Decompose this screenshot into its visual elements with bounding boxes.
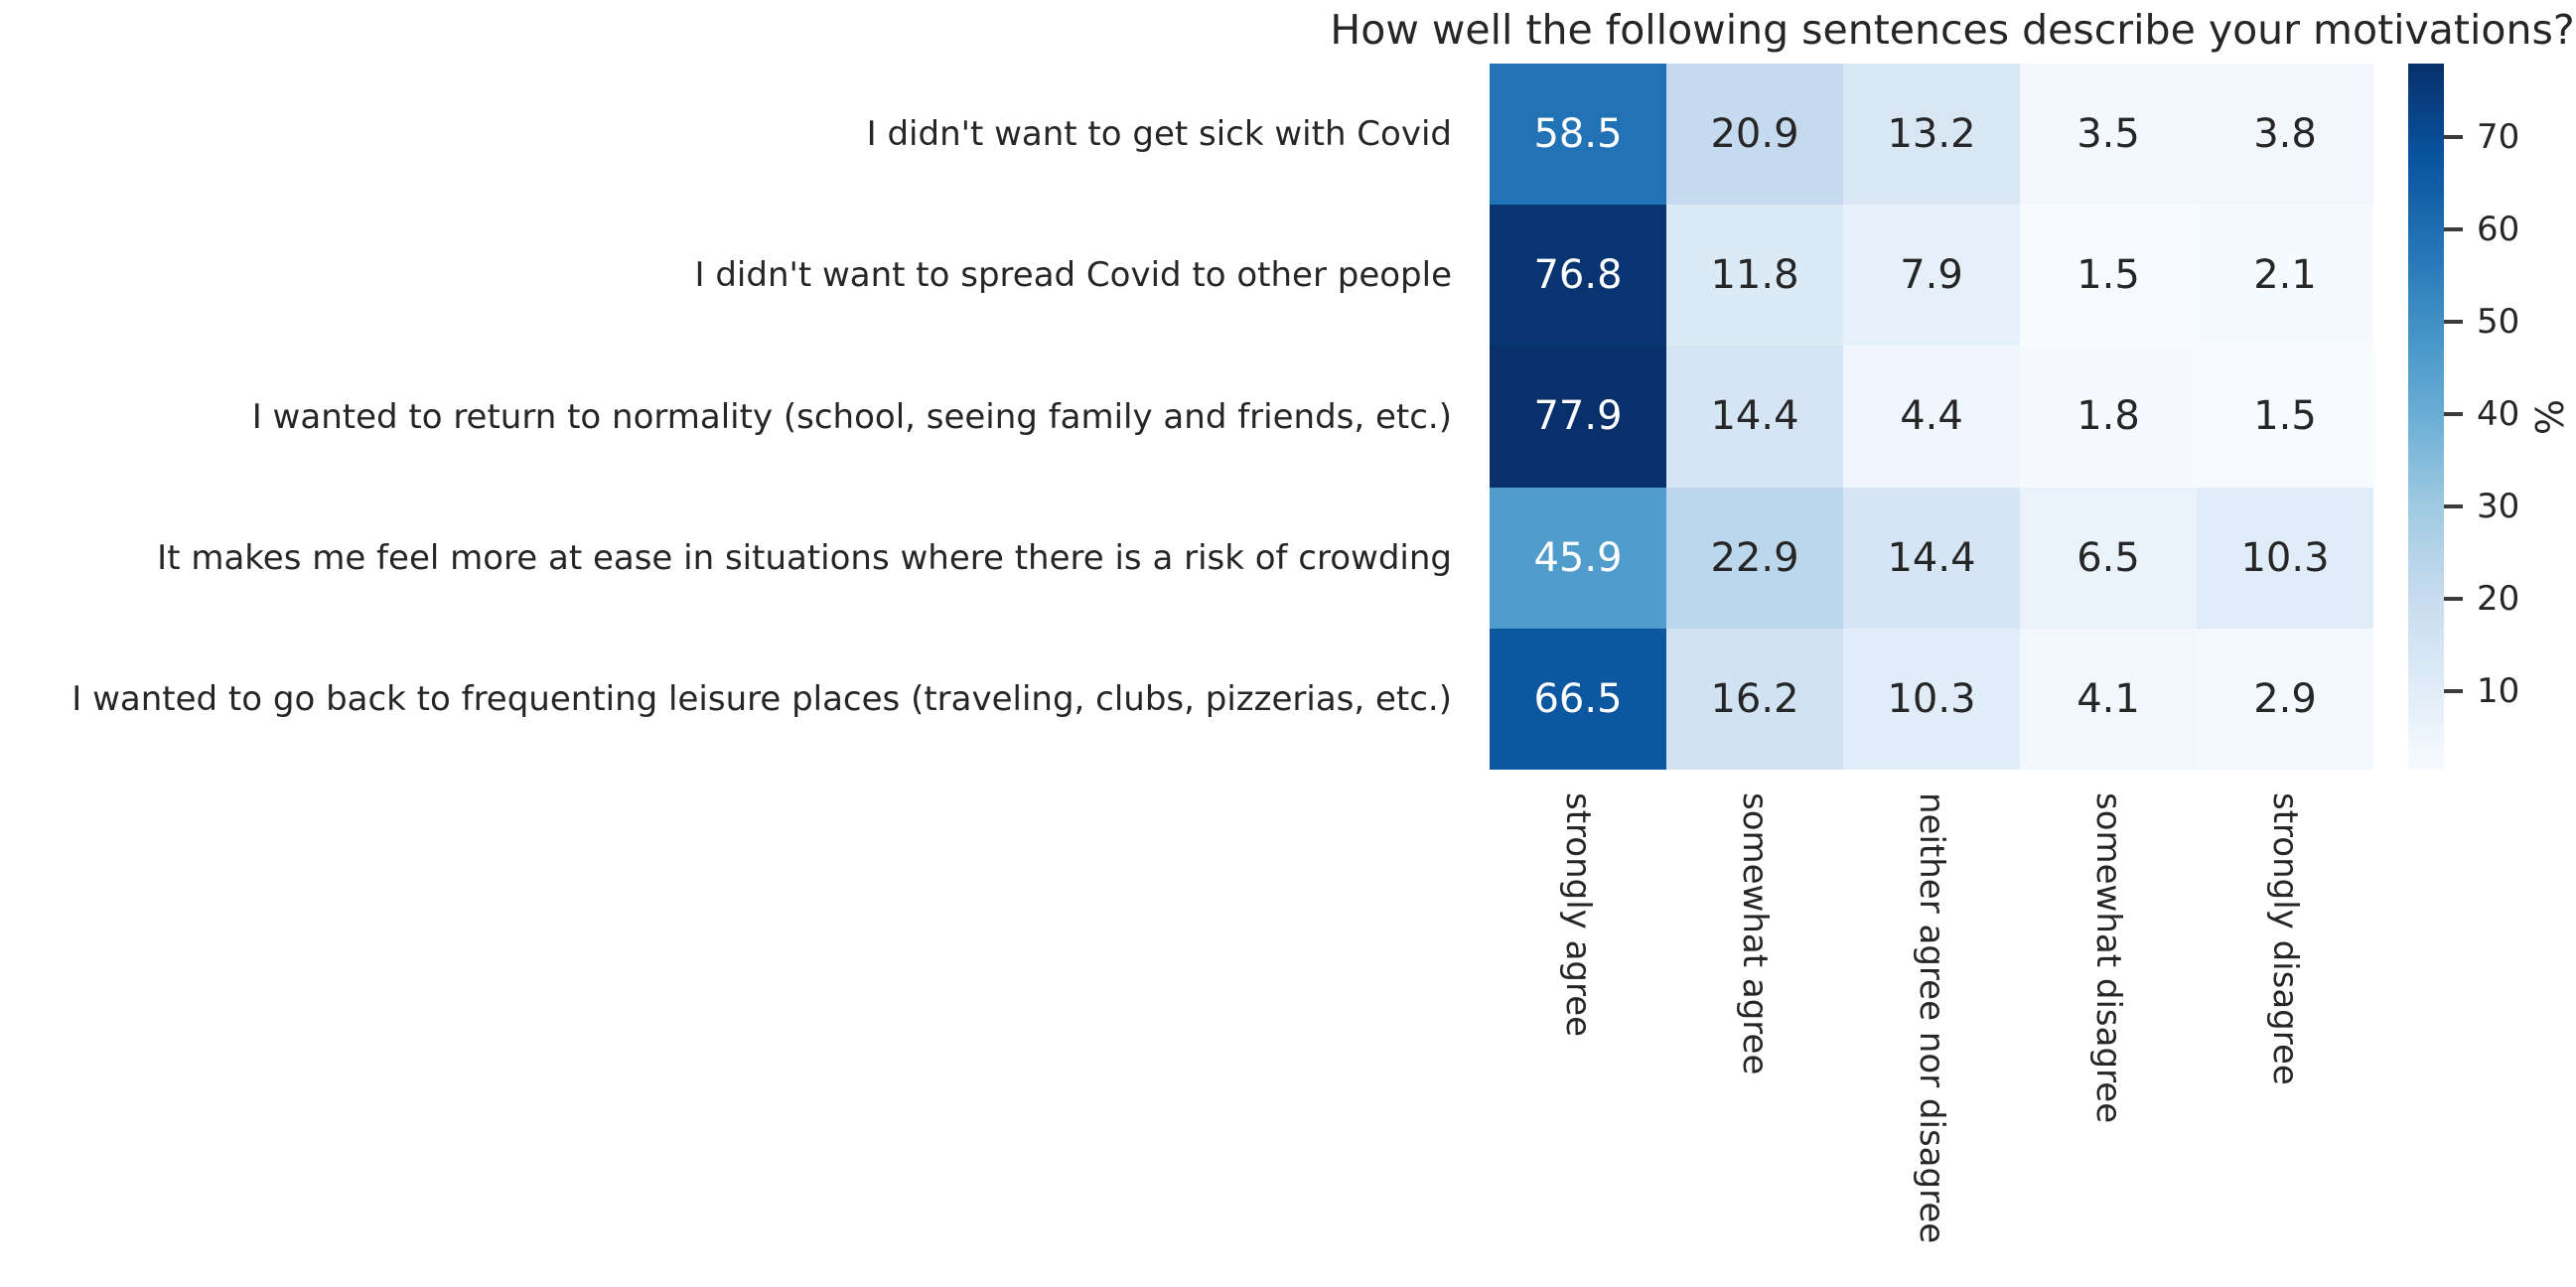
colorbar-tick-label: 30 xyxy=(2477,486,2520,526)
column-label: strongly agree xyxy=(1558,792,1598,1038)
row-label: It makes me feel more at ease in situati… xyxy=(157,537,1452,578)
colorbar-tick-label: 60 xyxy=(2477,209,2520,249)
heatmap-cell: 77.9 xyxy=(1490,346,1666,488)
heatmap-cell: 16.2 xyxy=(1666,628,1843,770)
colorbar-tick xyxy=(2444,688,2463,693)
heatmap-cell: 2.9 xyxy=(2197,628,2373,770)
heatmap-cell: 1.5 xyxy=(2020,205,2197,347)
heatmap-cell: 1.5 xyxy=(2197,346,2373,488)
heatmap-cell: 45.9 xyxy=(1490,487,1666,629)
row-label: I wanted to go back to frequenting leisu… xyxy=(72,678,1452,719)
heatmap-cell: 6.5 xyxy=(2020,487,2197,629)
heatmap: 58.5 20.9 13.2 3.5 3.8 76.8 11.8 7.9 1.5 2.1 77.9 1… xyxy=(1490,64,2373,770)
heatmap-cell: 1.8 xyxy=(2020,346,2197,488)
heatmap-cell: 10.3 xyxy=(2197,487,2373,629)
heatmap-cell: 4.1 xyxy=(2020,628,2197,770)
colorbar-tick xyxy=(2444,596,2463,601)
row-label: I didn't want to get sick with Covid xyxy=(866,114,1452,155)
colorbar-tick-label: 70 xyxy=(2477,116,2520,157)
chart-title: How well the following sentences describ… xyxy=(1330,6,2575,54)
heatmap-cell: 3.5 xyxy=(2020,64,2197,206)
heatmap-cell: 58.5 xyxy=(1490,64,1666,206)
heatmap-cell: 76.8 xyxy=(1490,205,1666,347)
colorbar-gradient xyxy=(2408,64,2444,770)
colorbar-tick-label: 20 xyxy=(2477,578,2520,619)
heatmap-cell: 3.8 xyxy=(2197,64,2373,206)
column-label: somewhat agree xyxy=(1735,792,1775,1075)
column-label: strongly disagree xyxy=(2265,792,2305,1085)
heatmap-cell: 66.5 xyxy=(1490,628,1666,770)
heatmap-cell: 22.9 xyxy=(1666,487,1843,629)
heatmap-cell: 20.9 xyxy=(1666,64,1843,206)
heatmap-cell: 14.4 xyxy=(1666,346,1843,488)
heatmap-cell: 10.3 xyxy=(1843,628,2020,770)
colorbar-tick xyxy=(2444,503,2463,508)
colorbar-tick xyxy=(2444,134,2463,139)
colorbar-tick-label: 40 xyxy=(2477,393,2520,434)
colorbar-tick-label: 50 xyxy=(2477,301,2520,342)
column-label: somewhat disagree xyxy=(2088,792,2128,1124)
row-label: I wanted to return to normality (school,… xyxy=(251,396,1452,437)
heatmap-cell: 11.8 xyxy=(1666,205,1843,347)
row-label: I didn't want to spread Covid to other p… xyxy=(694,255,1453,296)
heatmap-cell: 2.1 xyxy=(2197,205,2373,347)
column-label: neither agree nor disagree xyxy=(1912,792,1951,1244)
colorbar-tick xyxy=(2444,411,2463,416)
colorbar-tick xyxy=(2444,319,2463,324)
colorbar-unit-label: % xyxy=(2526,398,2570,436)
colorbar-tick-label: 10 xyxy=(2477,670,2520,711)
heatmap-cell: 7.9 xyxy=(1843,205,2020,347)
colorbar-tick xyxy=(2444,226,2463,231)
heatmap-cell: 14.4 xyxy=(1843,487,2020,629)
heatmap-cell: 4.4 xyxy=(1843,346,2020,488)
heatmap-cell: 13.2 xyxy=(1843,64,2020,206)
